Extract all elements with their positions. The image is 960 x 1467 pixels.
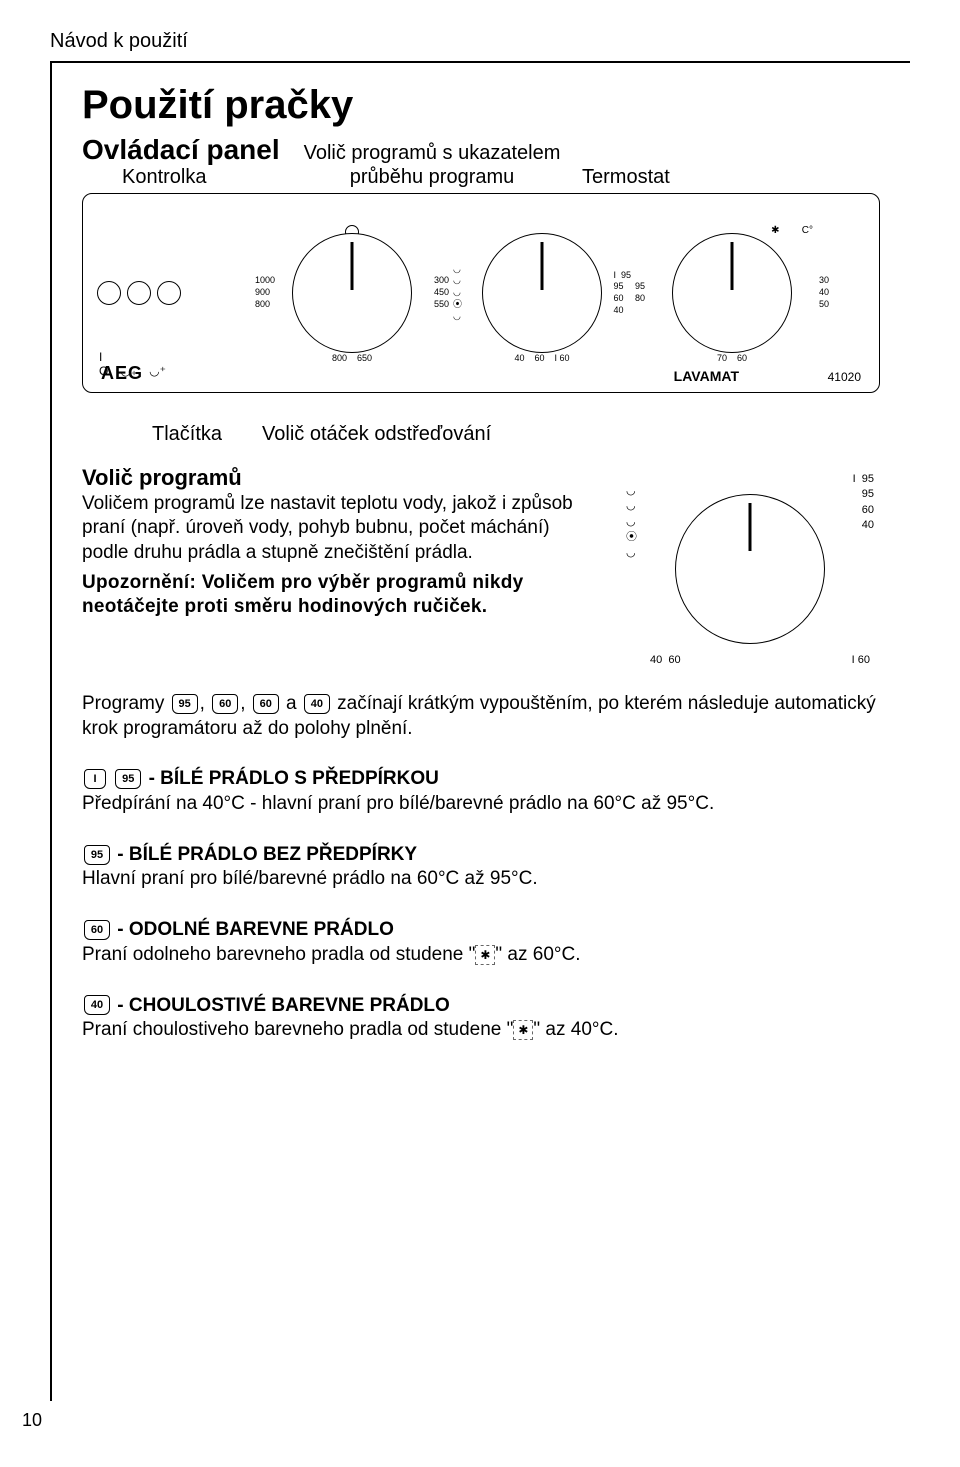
temp-badge-icon: 60 bbox=[84, 920, 110, 940]
temp-badge-icon: 95 bbox=[115, 769, 141, 789]
prog-marks-left: ◡◡◡⦿◡ bbox=[453, 264, 462, 322]
page-header: Návod k použití bbox=[50, 30, 910, 53]
spin-marks-left: 1000 900 800 bbox=[255, 275, 275, 310]
temp-marks-right: 30 40 50 bbox=[819, 275, 829, 310]
brand-label: AEG bbox=[101, 363, 143, 384]
temp-marks-left: 95 80 bbox=[635, 281, 645, 304]
spin-dial bbox=[292, 233, 412, 353]
side-dial-illustration: I 95 95 60 40 ◡◡◡⦿◡ I 60 40 60 bbox=[620, 464, 880, 674]
temp-marks-bottom: 70 60 bbox=[717, 353, 747, 363]
model-number: 41020 bbox=[828, 370, 861, 384]
page-number: 10 bbox=[22, 1410, 42, 1431]
temp-badge-icon: 60 bbox=[212, 694, 238, 714]
temp-badge-icon: 95 bbox=[84, 845, 110, 865]
prog-marks-right: I 95 95 60 40 bbox=[613, 270, 631, 317]
body-paragraph: Voličem programů lze nastavit teplotu vo… bbox=[82, 492, 600, 565]
temp-badge-icon: 40 bbox=[304, 694, 330, 714]
section-title: - BÍLÉ PRÁDLO S PŘEDPÍRKOU bbox=[149, 768, 439, 789]
spin-dial-group: 1000 900 800 300 450 550 800 650 bbox=[257, 233, 447, 353]
section-title: - ODOLNÉ BAREVNE PRÁDLO bbox=[117, 919, 394, 940]
page-frame: Použití pračky Ovládací panel Kontrolka … bbox=[50, 61, 910, 1401]
prewash-badge-icon: I bbox=[84, 769, 106, 789]
tlacitka-label: Tlačítka bbox=[152, 423, 222, 446]
temp-dial bbox=[672, 233, 792, 353]
program-selector-label: Volič programů s ukazatelem průběhu prog… bbox=[282, 141, 582, 189]
snowflake-icon: ✱ bbox=[513, 1020, 533, 1040]
led-icon bbox=[97, 281, 121, 305]
section-body: Hlavní praní pro bílé/barevné prádlo na … bbox=[82, 868, 538, 889]
side-program-dial bbox=[675, 494, 825, 644]
spin-selector-label: Volič otáček odstřeďování bbox=[262, 423, 491, 446]
kontrolka-label: Kontrolka bbox=[82, 166, 282, 189]
warning-text: Upozornění: Voličem pro výběr programů n… bbox=[82, 571, 600, 620]
section-title: - BÍLÉ PRÁDLO BEZ PŘEDPÍRKY bbox=[117, 844, 417, 865]
program-section: 95 - BÍLÉ PRÁDLO BEZ PŘEDPÍRKY Hlavní pr… bbox=[82, 843, 880, 892]
section-body: Předpírání na 40°C - hlavní praní pro bí… bbox=[82, 793, 714, 814]
spin-marks-bottom: 800 650 bbox=[332, 353, 372, 363]
program-dial bbox=[482, 233, 602, 353]
temp-dial-group: ✱ C° 95 80 30 40 50 70 60 bbox=[637, 233, 827, 353]
btn-icon bbox=[157, 281, 181, 305]
btn-icon bbox=[127, 281, 151, 305]
indicator-lights bbox=[97, 281, 237, 305]
thermostat-label: Termostat bbox=[582, 166, 880, 189]
program-section: 40 - CHOULOSTIVÉ BAREVNE PRÁDLO Praní ch… bbox=[82, 994, 880, 1043]
program-dial-group: I 95 95 60 40 ◡◡◡⦿◡ 40 60 I 60 bbox=[447, 233, 637, 353]
temp-badge-icon: 40 bbox=[84, 995, 110, 1015]
top-labels-row: Ovládací panel Kontrolka Volič programů … bbox=[82, 134, 880, 189]
program-section: I 95 - BÍLÉ PRÁDLO S PŘEDPÍRKOU Předpírá… bbox=[82, 767, 880, 816]
body-row: Volič programů Voličem programů lze nast… bbox=[82, 464, 880, 674]
temp-badge-icon: 95 bbox=[172, 694, 198, 714]
control-panel-illustration: 1000 900 800 300 450 550 800 650 I 95 95… bbox=[82, 193, 880, 393]
prog-marks-bottom: 40 60 I 60 bbox=[514, 353, 569, 363]
snowflake-icon: ✱ bbox=[475, 945, 495, 965]
program-section: 60 - ODOLNÉ BAREVNE PRÁDLO Praní odolneh… bbox=[82, 918, 880, 967]
main-title: Použití pračky bbox=[82, 83, 880, 128]
body-text: Volič programů Voličem programů lze nast… bbox=[82, 464, 600, 620]
section-body: Praní choulostiveho barevneho pradla od … bbox=[82, 1019, 619, 1040]
under-panel-labels: Tlačítka Volič otáček odstřeďování bbox=[152, 423, 880, 446]
section-heading: Volič programů bbox=[82, 464, 600, 492]
section-title: - CHOULOSTIVÉ BAREVNE PRÁDLO bbox=[117, 995, 450, 1016]
programs-intro: Programy 95, 60, 60 a 40 začínají krátký… bbox=[82, 692, 880, 741]
temp-unit: ✱ C° bbox=[771, 225, 813, 236]
subtitle: Ovládací panel bbox=[82, 134, 282, 166]
temp-badge-icon: 60 bbox=[253, 694, 279, 714]
section-body: Praní odolneho barevneho pradla od stude… bbox=[82, 944, 581, 965]
model-label: LAVAMAT bbox=[674, 368, 739, 384]
